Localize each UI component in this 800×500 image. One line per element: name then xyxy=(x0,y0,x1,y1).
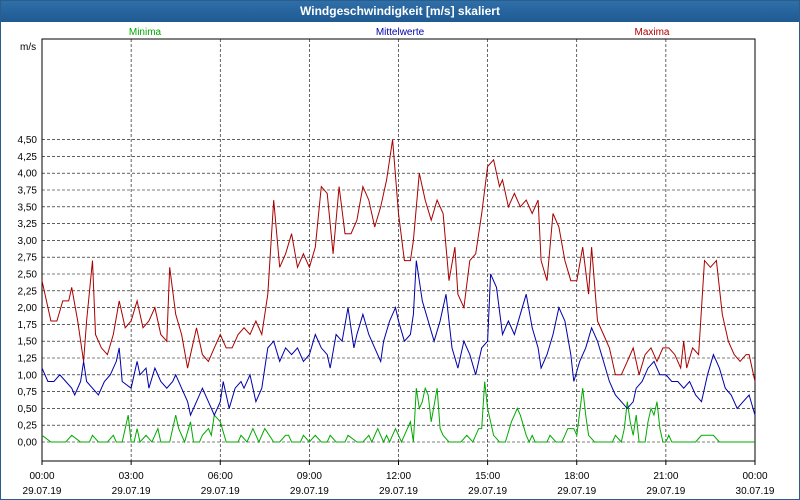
y-tick-label: 2,00 xyxy=(18,303,38,314)
window-title: Windgeschwindigkeit [m/s] skaliert xyxy=(1,1,799,22)
y-tick-label: 1,75 xyxy=(18,320,38,331)
x-tick-time: 21:00 xyxy=(653,471,678,482)
x-tick-time: 00:00 xyxy=(742,471,767,482)
x-tick-time: 03:00 xyxy=(119,471,144,482)
maxima-line xyxy=(41,139,756,382)
y-tick-label: 0,25 xyxy=(18,421,38,432)
x-tick-time: 00:00 xyxy=(29,471,54,482)
x-tick-date: 29.07.19 xyxy=(201,486,240,497)
x-tick-date: 29.07.19 xyxy=(379,486,418,497)
legend-minima: Minima xyxy=(129,27,162,38)
y-tick-label: 0,00 xyxy=(18,438,38,449)
y-tick-label: 4,25 xyxy=(18,152,38,163)
x-tick-time: 12:00 xyxy=(386,471,411,482)
y-tick-label: 3,00 xyxy=(18,236,38,247)
mittelwerte-line xyxy=(41,260,756,417)
x-tick-time: 18:00 xyxy=(564,471,589,482)
x-axis: 00:00 29.07.19 03:00 29.07.19 06:00 29.07.19 0… xyxy=(23,461,775,497)
x-tick-time: 09:00 xyxy=(297,471,322,482)
y-tick-label: 4,00 xyxy=(18,169,38,180)
x-tick-date: 29.07.19 xyxy=(468,486,507,497)
x-tick-date: 30.07.19 xyxy=(736,486,775,497)
y-tick-label: 4,50 xyxy=(18,135,38,146)
y-tick-label: 2,75 xyxy=(18,253,38,264)
y-axis-label: m/s xyxy=(20,42,36,53)
grid-lines xyxy=(42,39,755,461)
x-tick-date: 29.07.19 xyxy=(290,486,329,497)
x-tick-date: 29.07.19 xyxy=(557,486,596,497)
y-tick-label: 2,25 xyxy=(18,286,38,297)
legend-maxima: Maxima xyxy=(634,27,669,38)
x-tick-time: 06:00 xyxy=(208,471,233,482)
x-tick-date: 29.07.19 xyxy=(646,486,685,497)
x-tick-time: 15:00 xyxy=(475,471,500,482)
y-tick-label: 1,50 xyxy=(18,337,38,348)
y-tick-label: 1,25 xyxy=(18,354,38,365)
minima-line xyxy=(41,381,755,444)
y-tick-label: 3,75 xyxy=(18,186,38,197)
y-tick-label: 1,00 xyxy=(18,370,38,381)
x-tick-date: 29.07.19 xyxy=(112,486,151,497)
y-tick-label: 3,25 xyxy=(18,219,38,230)
y-tick-label: 3,50 xyxy=(18,202,38,213)
data-series xyxy=(41,139,756,444)
y-tick-label: 0,50 xyxy=(18,404,38,415)
y-tick-label: 2,50 xyxy=(18,270,38,281)
y-tick-label: 0,75 xyxy=(18,387,38,398)
legend-mittelwerte: Mittelwerte xyxy=(376,27,425,38)
x-tick-date: 29.07.19 xyxy=(23,486,62,497)
y-axis: 0,00 0,25 0,50 0,75 1,00 1,25 1,50 1,75 2,00 2,25… xyxy=(18,135,38,448)
